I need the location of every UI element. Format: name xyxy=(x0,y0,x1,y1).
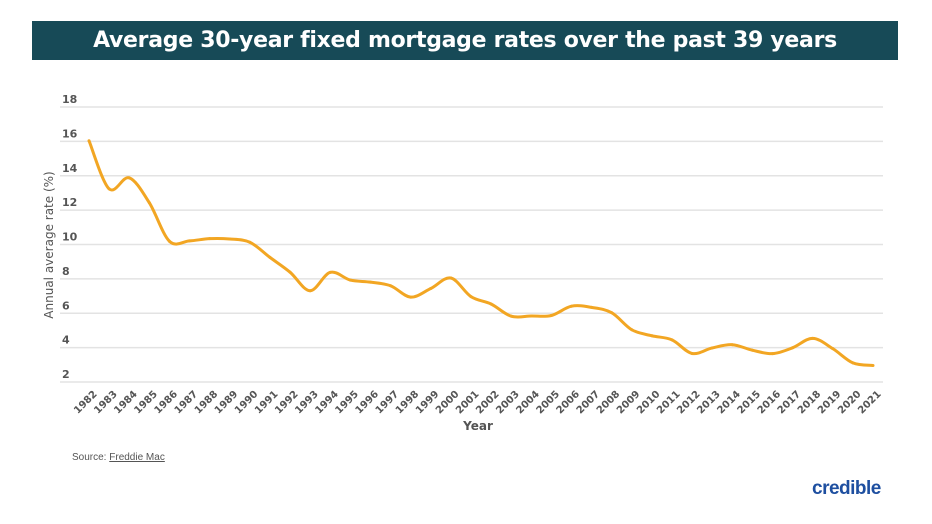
y-tick-label: 6 xyxy=(62,299,70,312)
data-point-1995 xyxy=(348,278,352,282)
data-point-2008 xyxy=(610,311,614,315)
y-tick-label: 18 xyxy=(62,93,77,106)
y-tick-label: 8 xyxy=(62,265,70,278)
x-tick-label: 2021 xyxy=(856,389,883,416)
x-tick-labels: 1982198319841985198619871988198919901991… xyxy=(72,389,883,416)
data-point-1991 xyxy=(268,255,272,259)
gridlines xyxy=(60,106,883,383)
y-tick-label: 2 xyxy=(62,368,70,381)
y-tick-label: 12 xyxy=(62,196,77,209)
series-line xyxy=(87,139,875,367)
data-point-2007 xyxy=(590,305,594,309)
data-point-2010 xyxy=(650,334,654,338)
data-point-1985 xyxy=(147,201,151,205)
data-point-2020 xyxy=(851,361,855,365)
data-point-1997 xyxy=(389,284,393,288)
data-point-2021 xyxy=(871,364,875,367)
data-point-2009 xyxy=(630,328,634,332)
data-point-2002 xyxy=(489,302,493,306)
data-point-1992 xyxy=(288,270,292,274)
x-axis-label: Year xyxy=(462,419,493,433)
y-tick-label: 14 xyxy=(62,162,78,175)
chart-title: Average 30-year fixed mortgage rates ove… xyxy=(32,21,898,60)
data-point-2003 xyxy=(509,314,513,318)
data-point-1986 xyxy=(167,239,171,243)
y-axis-label: Annual average rate (%) xyxy=(42,171,56,318)
data-point-2011 xyxy=(670,338,674,342)
rate-line xyxy=(87,140,874,367)
data-point-1982 xyxy=(87,139,91,143)
data-point-2016 xyxy=(770,352,774,356)
y-tick-labels: 18 16 14 12 10 8 6 4 2 xyxy=(62,93,78,381)
source-link[interactable]: Freddie Mac xyxy=(109,452,165,463)
data-point-1990 xyxy=(248,240,252,244)
y-tick-label: 16 xyxy=(62,127,78,140)
data-point-1993 xyxy=(308,289,312,293)
credible-logo: credible xyxy=(812,478,881,499)
source-label: Source: xyxy=(72,452,107,463)
data-point-1998 xyxy=(409,295,413,299)
source-note: Source: Freddie Mac xyxy=(72,452,165,463)
data-point-1994 xyxy=(328,270,332,274)
data-point-1984 xyxy=(127,176,131,180)
data-point-1989 xyxy=(228,237,232,241)
data-point-2005 xyxy=(549,313,553,317)
data-point-1983 xyxy=(107,187,111,191)
data-point-2012 xyxy=(690,351,694,355)
y-tick-label: 10 xyxy=(62,231,78,244)
data-point-1996 xyxy=(368,280,372,284)
data-point-2000 xyxy=(449,276,453,280)
data-point-2019 xyxy=(831,347,835,351)
data-point-2006 xyxy=(569,304,573,308)
data-point-2015 xyxy=(750,348,754,352)
data-point-1988 xyxy=(208,237,212,241)
y-tick-label: 4 xyxy=(62,334,70,347)
data-point-2004 xyxy=(529,314,533,318)
data-point-2001 xyxy=(469,295,473,299)
data-point-1999 xyxy=(429,287,433,290)
data-point-2018 xyxy=(811,336,815,340)
data-point-2017 xyxy=(791,346,795,350)
data-point-2013 xyxy=(710,346,714,350)
data-point-2014 xyxy=(730,343,734,347)
data-point-1987 xyxy=(188,239,192,243)
